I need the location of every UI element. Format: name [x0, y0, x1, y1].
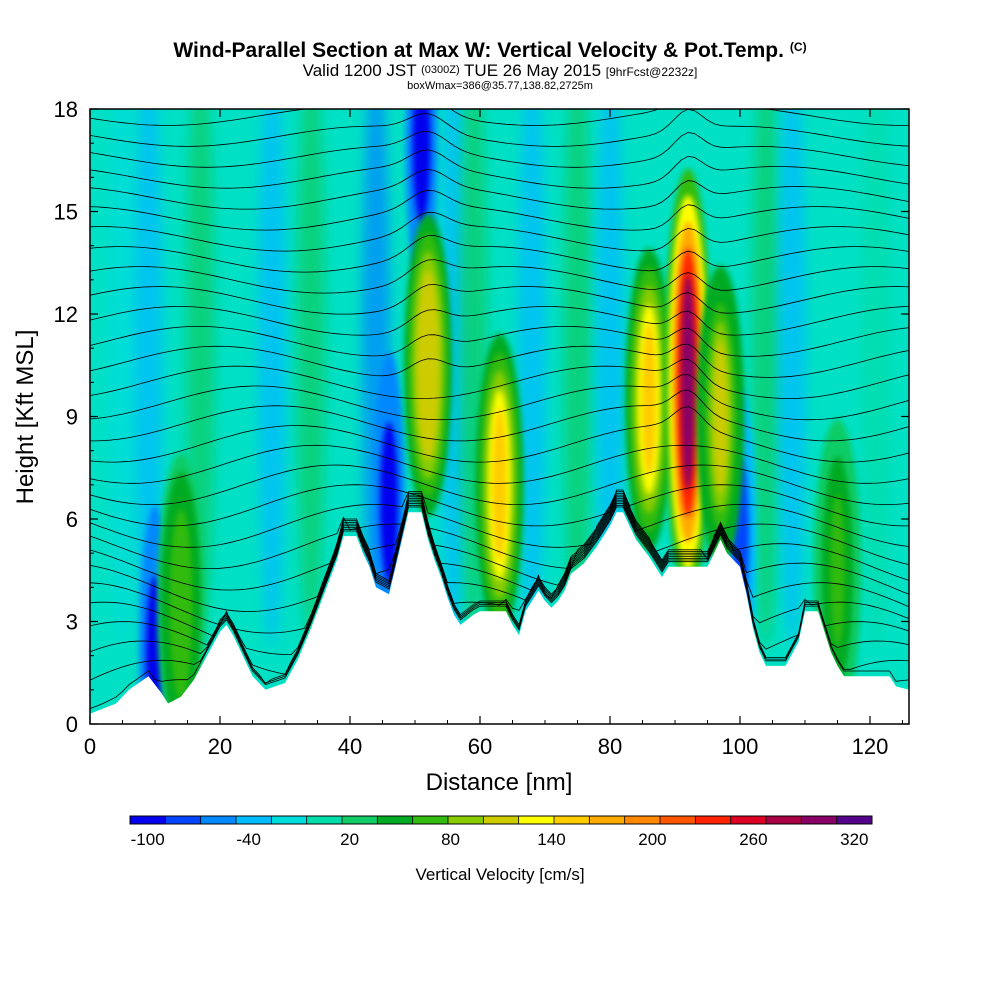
- theta-contour: [90, 501, 909, 675]
- theta-contour: [90, 484, 909, 527]
- theta-contour: [90, 211, 909, 252]
- theta-contour: [90, 343, 909, 378]
- theta-contour: [90, 283, 909, 315]
- x-tick-label: 60: [468, 734, 492, 759]
- velocity-streak: [108, 109, 137, 649]
- velocity-streak: [258, 109, 286, 649]
- theta-contour: [90, 493, 909, 569]
- theta-contour: [90, 306, 909, 336]
- colorbar: -100 -40 20 80 140 200 260 320: [129, 815, 873, 849]
- x-tick-label: 20: [208, 734, 232, 759]
- theta-contour: [90, 326, 909, 357]
- colorbar-label: Vertical Velocity [cm/s]: [415, 865, 584, 884]
- colorbar-swatch: [306, 816, 343, 824]
- colorbar-tick-label: 260: [739, 830, 767, 849]
- x-tick-label: 80: [598, 734, 622, 759]
- theta-contour: [90, 506, 909, 709]
- theta-contour: [90, 494, 909, 591]
- colorbar-swatch: [518, 816, 555, 824]
- velocity-streak: [297, 109, 325, 649]
- colorbar-swatch: [730, 816, 767, 824]
- y-tick-label: 6: [66, 507, 78, 532]
- updraft-cell: [713, 340, 728, 493]
- colorbar-tick-label: 20: [340, 830, 359, 849]
- colorbar-swatch: [165, 816, 202, 824]
- theta-contour: [90, 504, 909, 684]
- colorbar-swatch: [448, 816, 484, 824]
- x-tick-label: 40: [338, 734, 362, 759]
- theta-contour: [90, 168, 909, 210]
- colorbar-swatch: [412, 816, 449, 824]
- colorbar-swatch: [271, 816, 308, 824]
- colorbar-tick-label: 80: [441, 830, 460, 849]
- colorbar-swatch: [589, 816, 626, 824]
- theta-contour: [90, 496, 909, 612]
- y-tick-label: 9: [66, 405, 78, 430]
- theta-contour: [90, 503, 909, 685]
- velocity-streak: [518, 109, 546, 649]
- downdraft-cell: [380, 421, 398, 582]
- colorbar-swatch: [801, 816, 838, 824]
- colorbar-swatch: [836, 816, 873, 824]
- y-tick-label: 3: [66, 610, 78, 635]
- updraft-cell: [421, 288, 435, 442]
- colorbar-swatch: [130, 816, 166, 824]
- theta-contour: [90, 464, 909, 506]
- colorbar-swatch: [342, 816, 378, 824]
- theta-contour: [90, 406, 909, 463]
- colorbar-swatch: [624, 816, 661, 824]
- x-tick-label: 0: [84, 734, 96, 759]
- velocity-streak: [752, 109, 780, 649]
- colorbar-swatch: [554, 816, 590, 824]
- updraft-cell: [681, 274, 695, 491]
- x-axis-label: Distance [nm]: [426, 769, 573, 796]
- colorbar-tick-label: 200: [638, 830, 666, 849]
- colorbar-swatch: [766, 816, 802, 824]
- theta-contour: [90, 499, 909, 655]
- theta-contour: [90, 491, 909, 548]
- theta-contour: [90, 235, 909, 273]
- theta-contour: [90, 374, 909, 421]
- plot-area: [90, 109, 909, 724]
- y-tick-label: 12: [54, 302, 78, 327]
- colorbar-swatch: [660, 816, 696, 824]
- chart-subtitle-2: boxWmax=386@35.77,138.82,2725m: [407, 80, 593, 92]
- theta-contour: [90, 189, 909, 231]
- velocity-streak: [778, 109, 806, 649]
- theta-contour: [90, 444, 909, 484]
- updraft-cell: [492, 408, 507, 562]
- theta-contour: [90, 149, 909, 189]
- chart-subtitle: Valid 1200 JST (0300Z) TUE 26 May 2015 […: [303, 58, 698, 80]
- theta-contour: [90, 358, 909, 399]
- theta-contour: [90, 109, 909, 147]
- y-axis-label: Height [Kft MSL]: [12, 330, 39, 505]
- y-tick-label: 18: [54, 97, 78, 122]
- terrain-mask: [90, 512, 909, 724]
- theta-contour: [90, 109, 909, 126]
- updraft-cell: [642, 322, 656, 476]
- chart-title: Wind-Parallel Section at Max W: Vertical…: [173, 39, 806, 62]
- updraft-cell: [830, 493, 845, 647]
- y-tick-label: 15: [54, 200, 78, 225]
- colorbar-tick-label: 320: [840, 830, 868, 849]
- colorbar-swatch: [483, 816, 520, 824]
- colorbar-tick-label: 140: [537, 830, 565, 849]
- y-tick-label: 0: [66, 712, 78, 737]
- x-tick-label: 100: [722, 734, 759, 759]
- colorbar-swatch: [377, 816, 414, 824]
- colorbar-tick-label: -40: [236, 830, 261, 849]
- downdraft-cell: [412, 109, 431, 224]
- theta-contour: [90, 498, 909, 634]
- velocity-streak: [862, 109, 891, 649]
- theta-contour: [90, 389, 909, 442]
- colorbar-tick-label: -100: [131, 830, 165, 849]
- x-tick-label: 120: [852, 734, 889, 759]
- colorbar-swatch: [236, 816, 272, 824]
- theta-contour: [90, 130, 909, 168]
- updraft-cell: [174, 527, 188, 681]
- theta-contour: [90, 259, 909, 294]
- colorbar-swatch: [695, 816, 732, 824]
- colorbar-swatch: [200, 816, 237, 824]
